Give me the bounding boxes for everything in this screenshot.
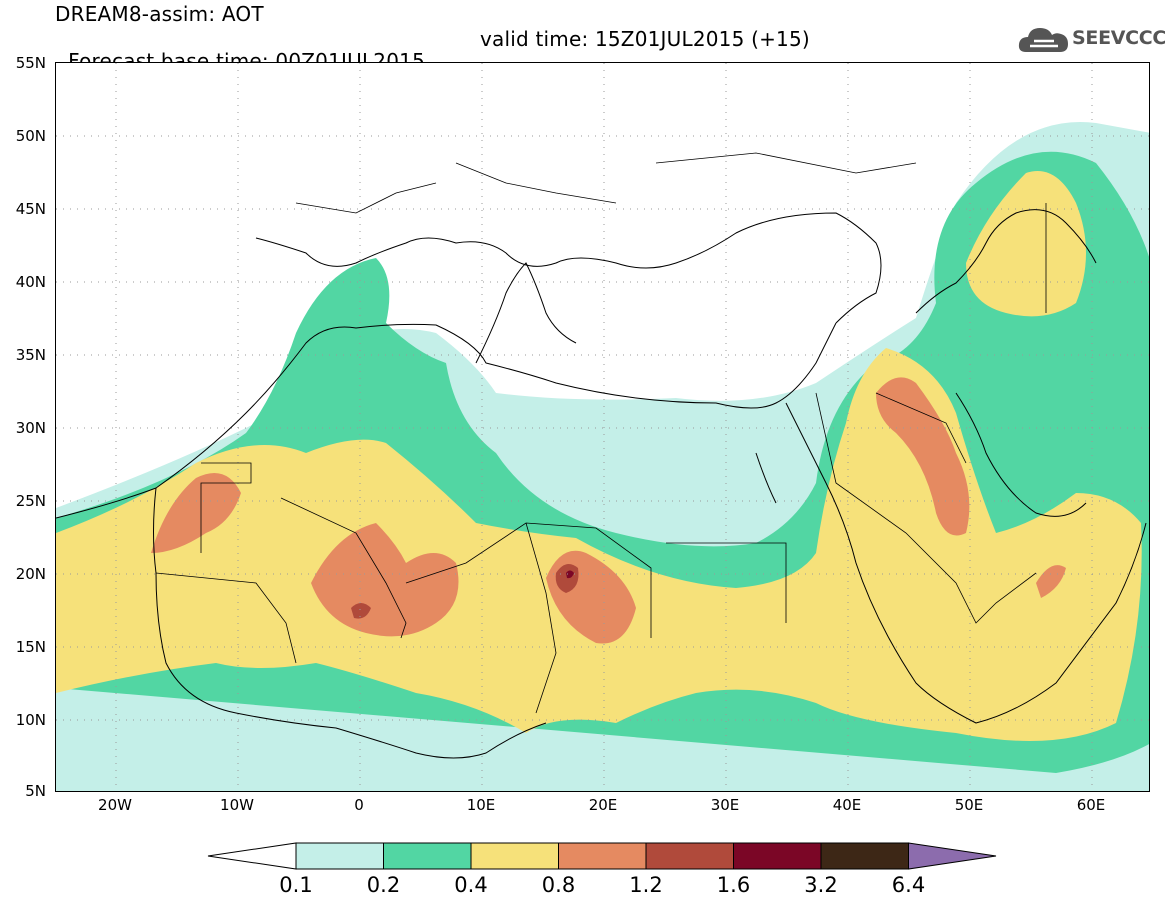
colorbar-high-arrow: [908, 842, 997, 870]
colorbar-low-arrow: [207, 842, 297, 870]
contour-0.8-iraq: [876, 377, 970, 536]
contour-0.8-w: [151, 473, 241, 553]
aot-map: [55, 62, 1150, 792]
logo-text: SEEVCCC: [1072, 27, 1165, 49]
contour-0.8-chad: [311, 523, 459, 637]
lon-label: 20W: [98, 796, 132, 814]
colorbar-swatch: [558, 842, 647, 870]
contour-0.8-oman: [1036, 565, 1066, 598]
colorbar-label: 0.2: [366, 873, 401, 897]
lat-label: 5N: [25, 782, 46, 800]
lon-label: 50E: [954, 796, 984, 814]
map-title: DREAM8-assim: AOT: [55, 2, 264, 26]
lon-label: 0: [354, 796, 364, 814]
cloud-logo-icon: [1018, 28, 1068, 52]
valid-time-label: valid time: 15Z01JUL2015 (+15): [480, 27, 810, 51]
lon-label: 30E: [710, 796, 740, 814]
lat-label: 15N: [15, 638, 46, 656]
colorbar-label: 3.2: [804, 873, 838, 897]
lat-label: 30N: [15, 419, 46, 437]
lon-label: 60E: [1076, 796, 1106, 814]
colorbar-label: 1.6: [716, 873, 751, 897]
lat-label: 20N: [15, 565, 46, 583]
lon-label: 20E: [588, 796, 618, 814]
colorbar-swatch: [383, 842, 472, 870]
lat-label: 50N: [15, 127, 46, 145]
colorbar-swatch: [295, 842, 384, 870]
contour-1.6-sudan: [566, 570, 574, 579]
colorbar-label: 6.4: [891, 873, 926, 897]
coastlines: [56, 209, 1147, 759]
colorbar-swatch: [733, 842, 822, 870]
lon-label: 10W: [220, 796, 254, 814]
lat-label: 10N: [15, 711, 46, 729]
colorbar-swatch: [470, 842, 559, 870]
lat-label: 40N: [15, 273, 46, 291]
borders: [155, 152, 1047, 714]
lat-label: 25N: [15, 492, 46, 510]
lon-label: 10E: [466, 796, 496, 814]
graticule: [56, 63, 1149, 791]
colorbar: [207, 842, 997, 870]
lat-label: 45N: [15, 200, 46, 218]
colorbar-label: 0.8: [541, 873, 576, 897]
colorbar-swatch: [645, 842, 734, 870]
colorbar-label: 0.1: [279, 873, 313, 897]
seevccc-logo: SEEVCCC: [1018, 22, 1165, 58]
lon-label: 40E: [832, 796, 862, 814]
contour-1.2-chad: [351, 603, 371, 619]
lat-label: 35N: [15, 346, 46, 364]
colorbar-label: 1.2: [629, 873, 663, 897]
contour-1.2-sudan: [555, 564, 579, 593]
contour-0.4-ne: [966, 171, 1086, 317]
lat-label: 55N: [15, 54, 46, 72]
colorbar-label: 0.4: [454, 873, 488, 897]
contour-0.4: [56, 348, 1142, 741]
aot-field: [56, 63, 1149, 791]
colorbar-swatch: [820, 842, 909, 870]
